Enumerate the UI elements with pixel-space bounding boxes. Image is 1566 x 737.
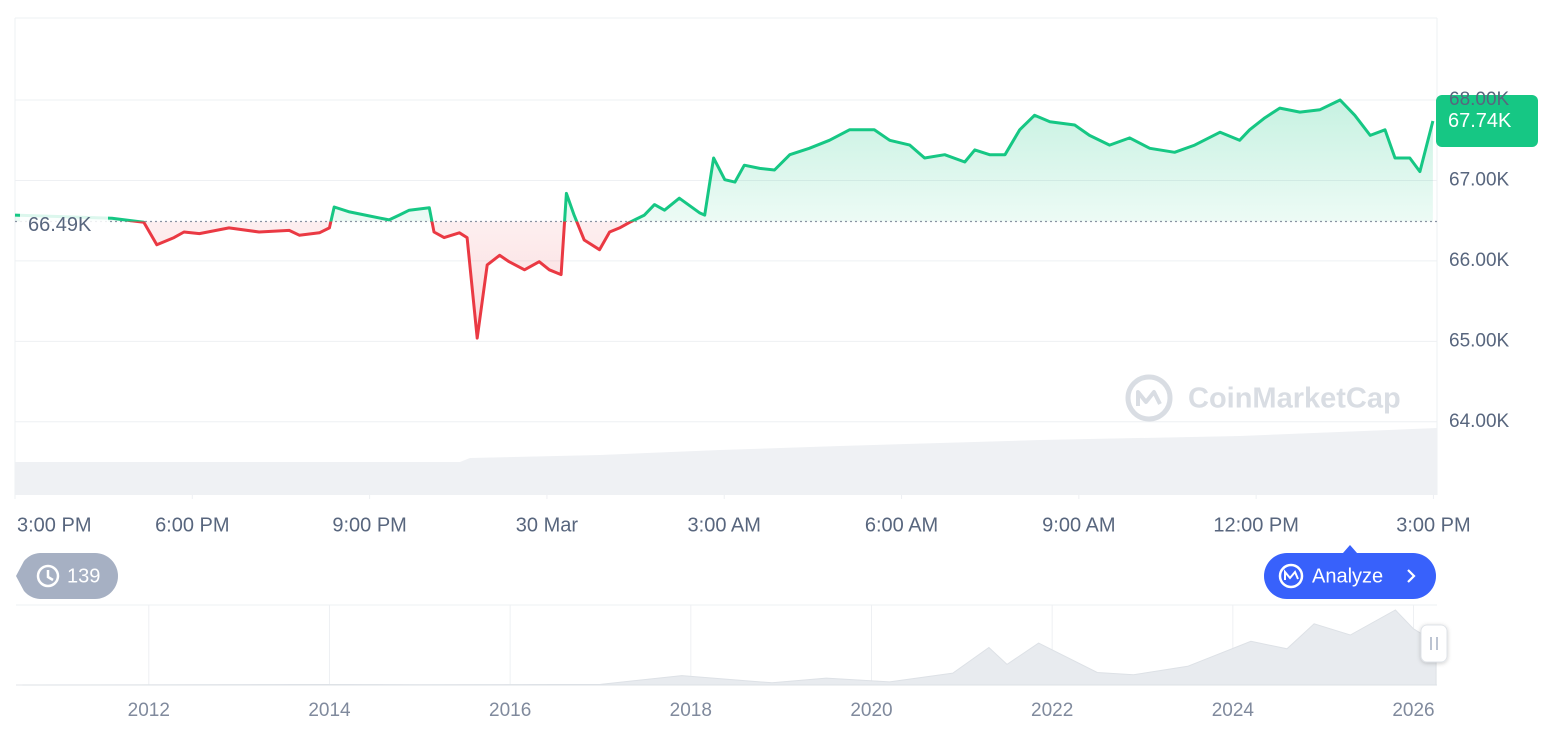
handle-box[interactable] bbox=[1420, 624, 1448, 663]
watermark-logo bbox=[1136, 390, 1162, 406]
y-tick-label: 65.00K bbox=[1449, 330, 1510, 351]
x-tick-label: 2018 bbox=[670, 700, 712, 721]
y-tick-label: 68.00K bbox=[1449, 89, 1510, 110]
watermark-text: CoinMarketCap bbox=[1188, 383, 1401, 415]
y-tick-label: 67.00K bbox=[1449, 170, 1510, 191]
watermark: CoinMarketCap bbox=[1125, 374, 1401, 422]
y-tick-label: 66.00K bbox=[1449, 250, 1510, 271]
x-tick-label: 2014 bbox=[308, 700, 351, 721]
analyze-icon bbox=[1278, 563, 1304, 589]
history-area bbox=[22, 609, 1437, 686]
baseline-label-bg bbox=[20, 207, 108, 236]
current-price-badge bbox=[1436, 94, 1538, 147]
baseline-label: 66.49K bbox=[28, 214, 92, 236]
x-tick-label: 9:00 AM bbox=[1042, 514, 1115, 536]
analyze-icon bbox=[1284, 569, 1299, 580]
price-line bbox=[14, 98, 1435, 340]
history-button[interactable]: 139 bbox=[16, 553, 118, 599]
x-tick-label: 2022 bbox=[1031, 700, 1073, 721]
history-pill[interactable] bbox=[16, 553, 118, 599]
x-tick-label: 9:00 PM bbox=[332, 514, 406, 536]
x-tick-label: 6:00 AM bbox=[865, 514, 938, 536]
price-chart: 66.49K 67.74K bbox=[14, 94, 1538, 340]
current-price-label: 67.74K bbox=[1448, 110, 1512, 132]
navigator-handle[interactable] bbox=[1420, 624, 1448, 663]
x-tick-label: 2020 bbox=[850, 700, 892, 721]
analyze-pointer bbox=[1343, 545, 1357, 553]
watermark-logo bbox=[1125, 374, 1173, 422]
history-icon bbox=[36, 564, 60, 588]
x-tick-label: 12:00 PM bbox=[1213, 514, 1299, 536]
x-tick-label: 30 Mar bbox=[516, 514, 579, 536]
x-tick-label: 2024 bbox=[1212, 700, 1255, 721]
x-tick-label: 3:00 AM bbox=[688, 514, 761, 536]
analyze-chevron bbox=[1407, 569, 1416, 583]
x-tick-label: 6:00 PM bbox=[155, 514, 229, 536]
x-tick-label: 2016 bbox=[489, 700, 531, 721]
y-tick-label: 64.00K bbox=[1449, 411, 1510, 432]
volume-backdrop bbox=[15, 428, 1437, 495]
x-tick-label: 3:00 PM bbox=[17, 514, 91, 536]
navigator: 2012 2014 2016 2018 2020 2022 2024 2026 bbox=[22, 605, 1437, 721]
analyze-bg[interactable] bbox=[1264, 553, 1436, 599]
x-tick-label: 3:00 PM bbox=[1396, 514, 1470, 536]
history-icon bbox=[46, 570, 54, 582]
analyze-label[interactable]: Analyze bbox=[1312, 565, 1383, 587]
x-tick-label: 2012 bbox=[128, 700, 170, 721]
price-area bbox=[15, 100, 1433, 339]
history-count: 139 bbox=[67, 565, 100, 587]
x-tick-label: 2026 bbox=[1392, 700, 1434, 721]
analyze-button[interactable]: Analyze bbox=[1264, 545, 1436, 599]
